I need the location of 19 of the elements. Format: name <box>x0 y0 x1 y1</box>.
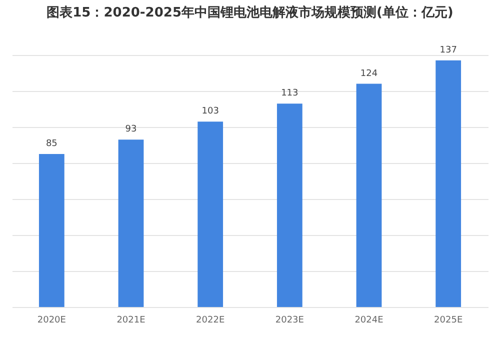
bar <box>198 122 224 307</box>
data-label: 137 <box>440 45 457 56</box>
bar <box>118 140 144 307</box>
x-tick-label: 2022E <box>196 316 225 326</box>
x-tick-label: 2024E <box>354 316 384 326</box>
bar <box>38 154 64 307</box>
chart-title: 图表15：2020-2025年中国锂电池电解液市场规模预测(单位：亿元) <box>46 4 454 20</box>
x-tick-label: 2020E <box>37 316 66 326</box>
data-label: 85 <box>46 139 58 149</box>
data-label: 103 <box>202 106 219 117</box>
bar <box>276 104 302 307</box>
data-label: 93 <box>125 124 137 135</box>
bar <box>436 60 462 307</box>
x-tick-label: 2023E <box>275 316 304 326</box>
bar <box>356 84 382 307</box>
x-tick-label: 2021E <box>116 316 146 326</box>
data-label: 113 <box>281 88 298 99</box>
data-label: 124 <box>360 68 378 79</box>
x-tick-label: 2025E <box>434 316 463 326</box>
